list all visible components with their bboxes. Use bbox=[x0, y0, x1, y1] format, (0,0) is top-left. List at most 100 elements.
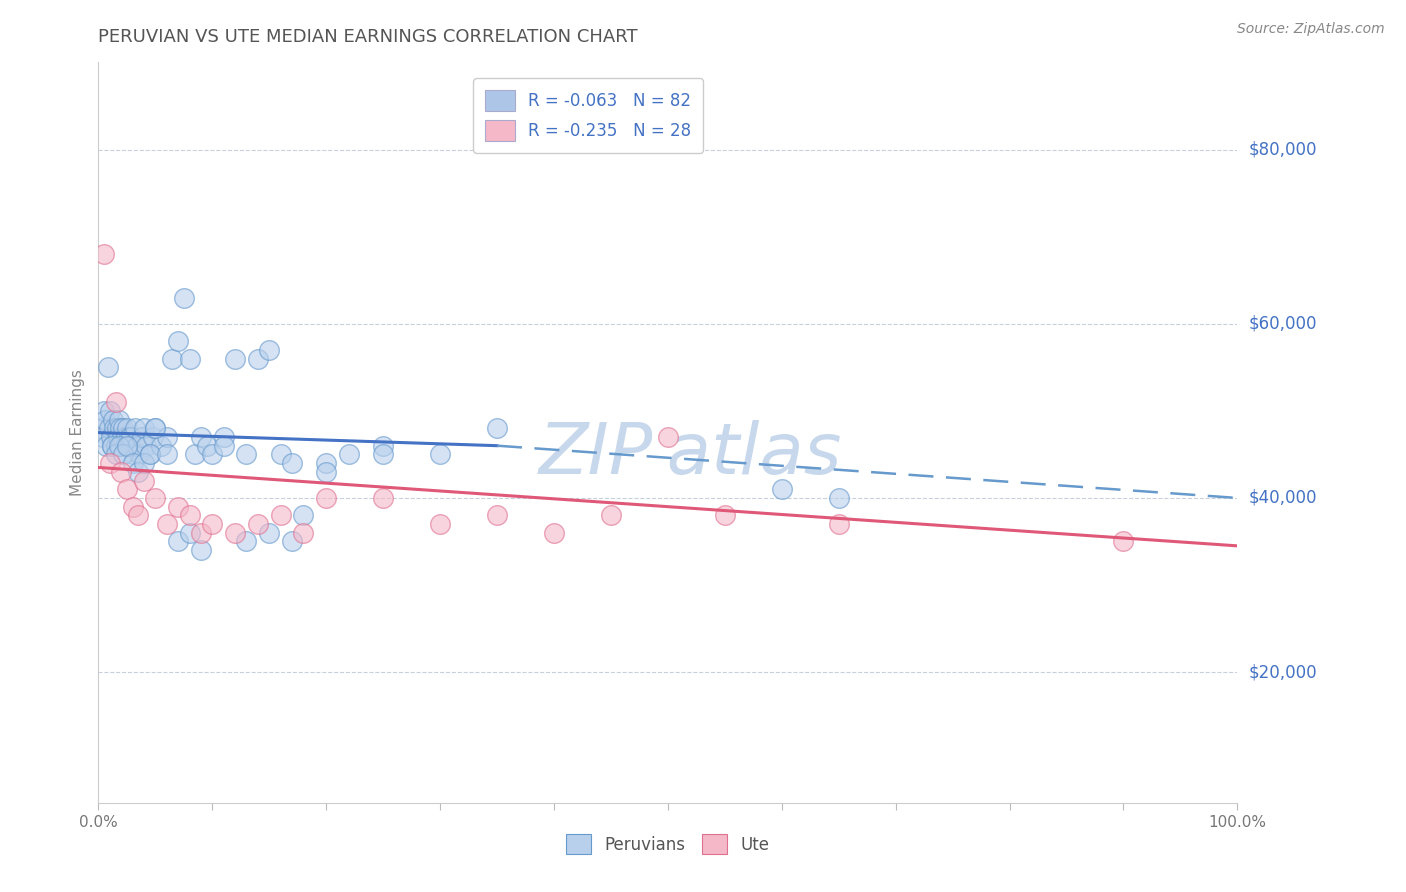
Point bbox=[179, 351, 201, 366]
Point bbox=[132, 474, 155, 488]
Point bbox=[173, 291, 195, 305]
Point bbox=[281, 456, 304, 470]
Point bbox=[128, 447, 150, 461]
Point bbox=[212, 439, 235, 453]
Point bbox=[657, 430, 679, 444]
Point bbox=[212, 430, 235, 444]
Point bbox=[142, 430, 165, 444]
Point bbox=[107, 430, 129, 444]
Text: ZIP atlas: ZIP atlas bbox=[538, 420, 842, 490]
Legend: Peruvians, Ute: Peruvians, Ute bbox=[560, 828, 776, 861]
Point bbox=[121, 447, 143, 461]
Point bbox=[190, 525, 212, 540]
Point bbox=[108, 421, 131, 435]
Point bbox=[371, 439, 394, 453]
Point bbox=[127, 439, 149, 453]
Point bbox=[90, 421, 112, 435]
Point bbox=[486, 508, 509, 523]
Point bbox=[190, 430, 212, 444]
Point bbox=[138, 447, 160, 461]
Point bbox=[131, 430, 153, 444]
Point bbox=[108, 439, 131, 453]
Point bbox=[93, 404, 115, 418]
Point bbox=[104, 447, 127, 461]
Point bbox=[167, 534, 190, 549]
Point bbox=[112, 421, 135, 435]
Point bbox=[105, 421, 128, 435]
Point bbox=[429, 517, 451, 532]
Text: $20,000: $20,000 bbox=[1249, 663, 1317, 681]
Point bbox=[201, 517, 224, 532]
Point bbox=[167, 500, 190, 514]
Point bbox=[96, 360, 118, 375]
Point bbox=[714, 508, 737, 523]
Text: $40,000: $40,000 bbox=[1249, 489, 1317, 507]
Point bbox=[259, 343, 281, 357]
Point bbox=[371, 491, 394, 505]
Point bbox=[1112, 534, 1135, 549]
Point bbox=[292, 525, 315, 540]
Point bbox=[135, 439, 157, 453]
Point bbox=[112, 447, 135, 461]
Point bbox=[101, 439, 124, 453]
Text: $80,000: $80,000 bbox=[1249, 141, 1317, 159]
Point bbox=[132, 421, 155, 435]
Point bbox=[132, 456, 155, 470]
Point bbox=[120, 430, 142, 444]
Point bbox=[110, 465, 132, 479]
Point bbox=[115, 439, 138, 453]
Point bbox=[179, 525, 201, 540]
Point bbox=[121, 500, 143, 514]
Point bbox=[98, 404, 121, 418]
Point bbox=[115, 482, 138, 496]
Point bbox=[114, 430, 136, 444]
Point bbox=[96, 439, 118, 453]
Point bbox=[124, 421, 146, 435]
Point bbox=[121, 456, 143, 470]
Point bbox=[486, 421, 509, 435]
Point bbox=[114, 439, 136, 453]
Point bbox=[167, 334, 190, 348]
Point bbox=[201, 447, 224, 461]
Point bbox=[235, 447, 257, 461]
Text: $60,000: $60,000 bbox=[1249, 315, 1317, 333]
Point bbox=[91, 430, 114, 444]
Point bbox=[103, 412, 125, 426]
Point bbox=[543, 525, 565, 540]
Point bbox=[104, 395, 127, 409]
Point bbox=[120, 439, 142, 453]
Point bbox=[770, 482, 793, 496]
Point bbox=[100, 430, 122, 444]
Point bbox=[145, 421, 167, 435]
Point bbox=[246, 351, 269, 366]
Point bbox=[138, 447, 160, 461]
Point bbox=[190, 543, 212, 558]
Point bbox=[315, 491, 337, 505]
Point bbox=[108, 412, 131, 426]
Point bbox=[259, 525, 281, 540]
Text: Source: ZipAtlas.com: Source: ZipAtlas.com bbox=[1237, 22, 1385, 37]
Point bbox=[371, 447, 394, 461]
Point bbox=[104, 439, 127, 453]
Point bbox=[235, 534, 257, 549]
Point bbox=[429, 447, 451, 461]
Point bbox=[337, 447, 360, 461]
Point bbox=[156, 430, 179, 444]
Point bbox=[156, 447, 179, 461]
Point bbox=[115, 421, 138, 435]
Point bbox=[246, 517, 269, 532]
Point bbox=[97, 421, 120, 435]
Point bbox=[150, 439, 173, 453]
Point bbox=[195, 439, 218, 453]
Point bbox=[224, 351, 246, 366]
Point bbox=[292, 508, 315, 523]
Point bbox=[94, 412, 117, 426]
Point bbox=[270, 447, 292, 461]
Point bbox=[145, 491, 167, 505]
Point bbox=[224, 525, 246, 540]
Point bbox=[828, 517, 851, 532]
Point bbox=[315, 456, 337, 470]
Point bbox=[117, 439, 139, 453]
Point bbox=[127, 508, 149, 523]
Point bbox=[118, 430, 141, 444]
